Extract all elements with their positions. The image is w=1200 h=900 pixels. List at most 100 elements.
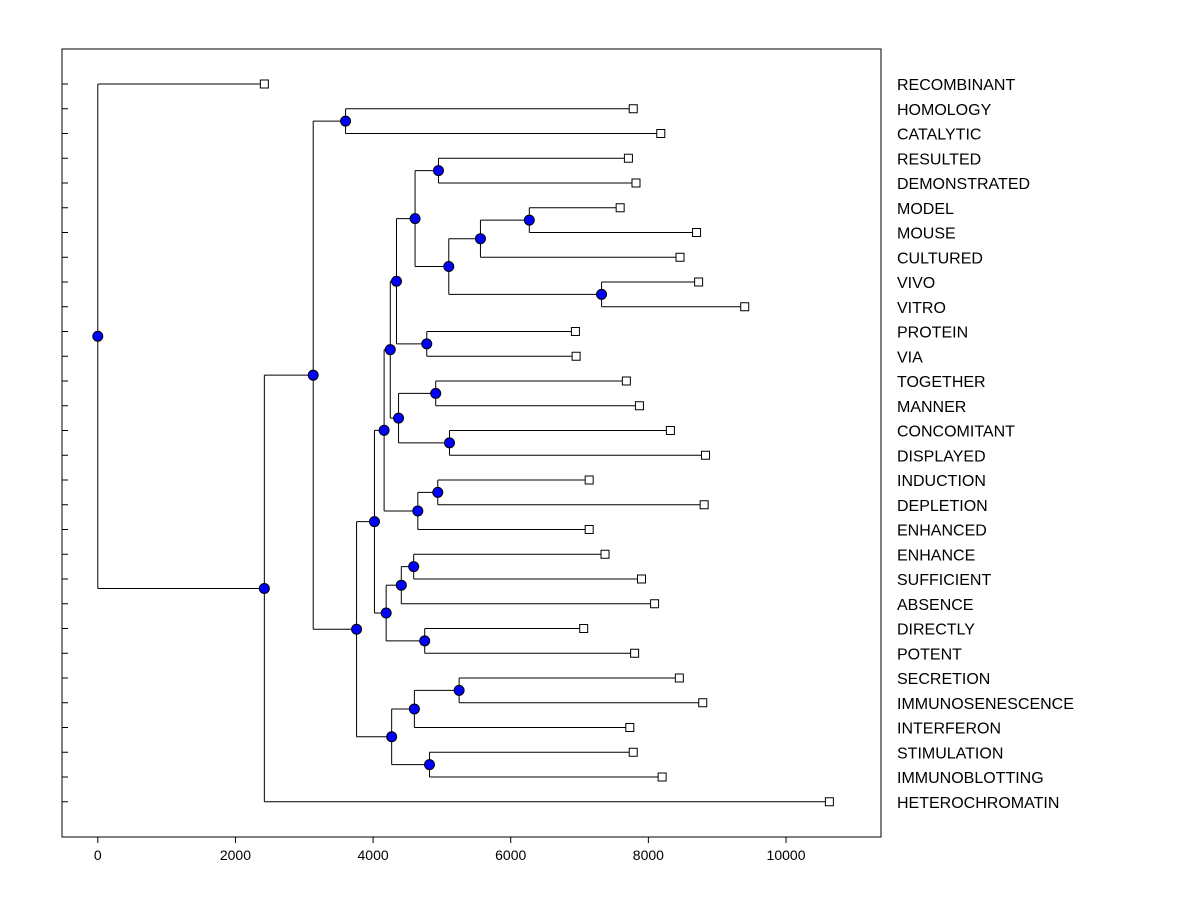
leaf-marker	[657, 772, 667, 782]
leaf-label: VITRO	[897, 300, 946, 317]
leaf-label: DEMONSTRATED	[897, 176, 1030, 193]
leaf-label: POTENT	[897, 646, 962, 663]
dendrogram-node	[380, 607, 392, 619]
leaf-labels: RECOMBINANT HOMOLOGY CATALYTIC RESULTED DEMO…	[897, 77, 1074, 812]
leaf-label: MODEL	[897, 201, 954, 218]
leaf-marker	[625, 723, 635, 732]
leaf-label: ENHANCE	[897, 547, 975, 564]
leaf-label: RECOMBINANT	[897, 77, 1015, 94]
leaf-marker	[634, 401, 644, 411]
leaf-marker	[628, 104, 638, 114]
plot-frame	[61, 48, 882, 838]
leaf-marker	[615, 203, 625, 213]
leaf-label: RESULTED	[897, 151, 981, 168]
leaf-marker	[600, 549, 610, 559]
dendrogram-node	[412, 505, 424, 517]
dendrogram-node	[92, 330, 104, 342]
leaf-marker	[584, 525, 594, 534]
dendrogram-node	[453, 684, 465, 696]
x-tick-label: 8000	[633, 847, 664, 863]
leaf-marker	[824, 797, 834, 807]
leaf-marker	[579, 624, 589, 633]
dendrogram-node	[432, 486, 444, 498]
leaf-label: CONCOMITANT	[897, 424, 1015, 441]
leaf-label: IMMUNOSENESCENCE	[897, 696, 1074, 713]
leaf-marker	[699, 500, 709, 510]
dendrogram-node	[408, 561, 420, 573]
leaf-marker	[636, 574, 646, 584]
leaf-label: HOMOLOGY	[897, 102, 992, 119]
leaf-label: DEPLETION	[897, 498, 988, 515]
dendrogram-node	[386, 731, 398, 743]
leaf-marker	[674, 673, 684, 683]
dendrogram-node	[393, 412, 405, 424]
leaf-label: DISPLAYED	[897, 448, 986, 465]
leaf-label: STIMULATION	[897, 745, 1003, 762]
dendrogram-node	[258, 582, 270, 594]
leaf-label: SUFFICIENT	[897, 572, 991, 589]
dendrogram-node	[430, 387, 442, 399]
dendrogram-node	[432, 165, 444, 177]
leaf-marker	[665, 426, 675, 435]
dendrogram-node	[390, 275, 402, 287]
y-tick-marks	[62, 83, 68, 803]
leaf-marker	[571, 351, 581, 361]
dendrogram-node	[421, 338, 433, 350]
leaf-marker	[698, 698, 708, 708]
leaf-marker	[630, 648, 640, 658]
dendrogram-node	[307, 369, 319, 381]
leaf-label: MANNER	[897, 399, 966, 416]
dendrogram-nodes	[92, 115, 608, 771]
x-tick-label: 10000	[767, 847, 806, 863]
dendrogram-node	[523, 214, 535, 226]
leaf-marker	[701, 450, 710, 460]
leaf-label: TOGETHER	[897, 374, 986, 391]
x-tick-label: 0	[94, 847, 102, 863]
x-tick-label: 2000	[220, 847, 251, 863]
leaf-label: IMMUNOBLOTTING	[897, 770, 1044, 787]
dendrogram-node	[368, 516, 380, 528]
leaf-marker	[570, 327, 580, 336]
leaf-marker	[650, 599, 660, 609]
leaf-marker	[631, 178, 641, 188]
leaf-label: INDUCTION	[897, 473, 986, 490]
leaf-label: CULTURED	[897, 250, 983, 267]
dendrogram-node	[384, 344, 396, 356]
leaf-marker	[694, 277, 704, 287]
dendrogram-node	[351, 623, 363, 635]
leaf-label: DIRECTLY	[897, 622, 975, 639]
dendrogram-links	[97, 83, 830, 803]
leaf-marker	[692, 228, 702, 237]
leaf-label: PROTEIN	[897, 325, 968, 342]
dendrogram-node	[395, 579, 407, 591]
x-axis: 0 2000 4000 6000 8000 10000	[94, 837, 806, 863]
leaf-label: HETEROCHROMATIN	[897, 795, 1059, 812]
dendrogram-node	[424, 759, 436, 771]
leaf-label: INTERFERON	[897, 721, 1001, 738]
leaf-label: SECRETION	[897, 671, 990, 688]
leaf-label: VIA	[897, 349, 923, 366]
leaf-marker	[259, 79, 269, 89]
dendrogram-node	[474, 233, 486, 245]
dendrogram-node	[596, 288, 608, 300]
leaf-marker	[621, 376, 631, 386]
leaf-label: VIVO	[897, 275, 935, 292]
dendrogram-node	[419, 635, 431, 647]
leaf-label: ENHANCED	[897, 523, 987, 540]
dendrogram-node	[340, 115, 352, 127]
dendrogram-node	[443, 437, 455, 449]
dendrogram-node	[409, 213, 421, 225]
leaf-marker	[740, 302, 750, 312]
leaf-label: CATALYTIC	[897, 127, 981, 144]
leaf-marker	[623, 153, 633, 163]
x-tick-label: 4000	[358, 847, 389, 863]
dendrogram-node	[378, 424, 390, 436]
leaf-marker	[628, 747, 638, 757]
dendrogram-leaves	[259, 79, 834, 807]
x-tick-label: 6000	[495, 847, 526, 863]
leaf-marker	[675, 252, 685, 262]
leaf-marker	[656, 129, 666, 138]
leaf-label: ABSENCE	[897, 597, 973, 614]
leaf-label: MOUSE	[897, 226, 956, 243]
